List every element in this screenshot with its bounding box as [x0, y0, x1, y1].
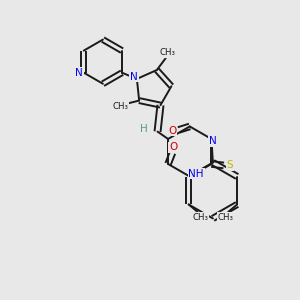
- Text: CH₃: CH₃: [217, 213, 233, 222]
- Text: N: N: [209, 136, 217, 146]
- Text: N: N: [130, 71, 138, 82]
- Text: S: S: [226, 160, 233, 170]
- Text: CH₃: CH₃: [159, 48, 175, 57]
- Text: CH₃: CH₃: [193, 213, 208, 222]
- Text: CH₃: CH₃: [112, 102, 128, 111]
- Text: NH: NH: [188, 169, 204, 178]
- Text: O: O: [168, 126, 176, 136]
- Text: H: H: [140, 124, 148, 134]
- Text: N: N: [76, 68, 83, 78]
- Text: O: O: [169, 142, 177, 152]
